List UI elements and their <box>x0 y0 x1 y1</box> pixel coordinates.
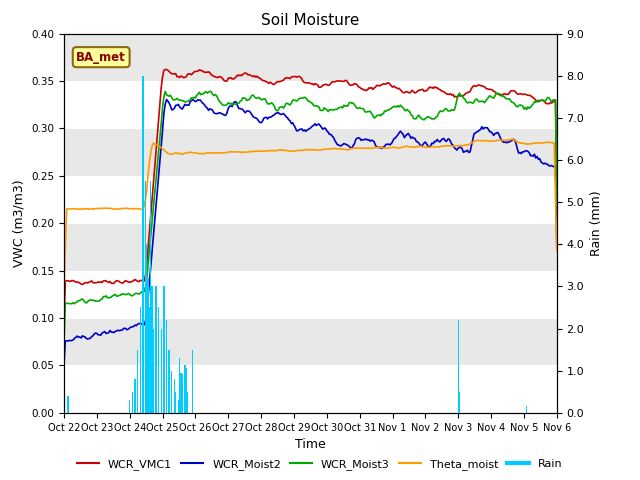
Bar <box>187 392 188 413</box>
Bar <box>152 287 153 413</box>
Legend: WCR_VMC1, WCR_Moist2, WCR_Moist3, Theta_moist, Rain: WCR_VMC1, WCR_Moist2, WCR_Moist3, Theta_… <box>72 455 568 474</box>
Bar <box>142 76 143 413</box>
Bar <box>145 181 146 413</box>
Bar <box>163 287 164 413</box>
Bar <box>64 271 557 318</box>
Bar <box>64 81 557 128</box>
Bar <box>192 350 193 413</box>
Bar <box>458 320 459 413</box>
Bar <box>180 373 182 413</box>
Bar <box>175 392 177 413</box>
Bar <box>178 400 179 413</box>
Bar <box>168 349 170 413</box>
Title: Soil Moisture: Soil Moisture <box>261 13 360 28</box>
Bar <box>156 287 157 413</box>
Bar <box>150 181 152 413</box>
Bar <box>147 278 148 413</box>
Bar <box>182 374 183 413</box>
Bar <box>186 368 187 413</box>
Bar <box>137 349 138 413</box>
Bar <box>161 328 162 413</box>
Bar <box>64 176 557 223</box>
Bar <box>67 396 68 413</box>
Bar <box>153 328 154 413</box>
Bar <box>166 320 167 413</box>
Bar <box>179 358 180 413</box>
Bar <box>129 400 131 413</box>
Bar <box>64 365 557 413</box>
Bar <box>146 244 147 413</box>
Bar <box>134 379 136 413</box>
Bar <box>526 407 527 413</box>
Y-axis label: Rain (mm): Rain (mm) <box>590 191 603 256</box>
Bar <box>459 392 460 413</box>
Bar <box>171 371 172 413</box>
Text: BA_met: BA_met <box>76 51 126 64</box>
Bar <box>184 365 186 413</box>
X-axis label: Time: Time <box>295 438 326 451</box>
Bar <box>132 392 133 413</box>
Bar <box>140 308 141 413</box>
Bar <box>148 308 150 413</box>
Bar <box>158 308 159 413</box>
Y-axis label: VWC (m3/m3): VWC (m3/m3) <box>13 180 26 267</box>
Bar <box>173 379 175 413</box>
